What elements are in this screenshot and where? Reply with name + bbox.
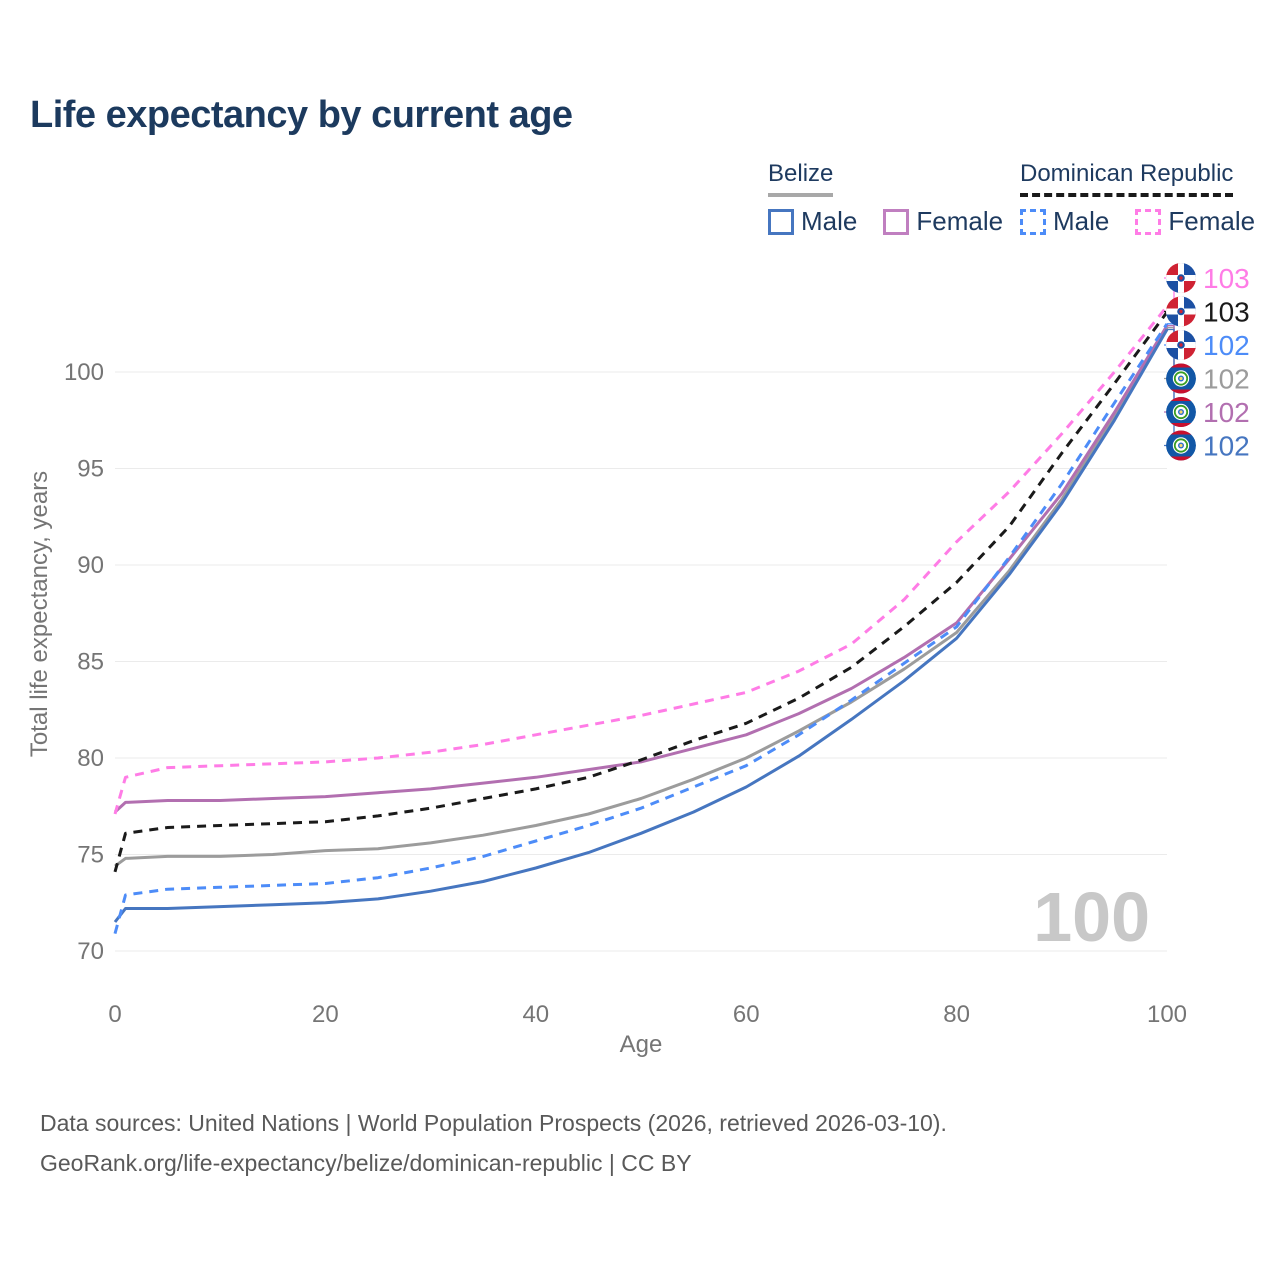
x-tick-label: 60: [733, 1001, 760, 1028]
belize-male-swatch-icon: [768, 208, 794, 235]
x-tick-label: 40: [522, 1001, 549, 1028]
dominican-republic-flag-icon: [1166, 263, 1196, 293]
belize-female-swatch-icon: [883, 208, 910, 235]
y-tick-label: 90: [77, 552, 104, 579]
y-tick-label: 85: [77, 649, 104, 676]
y-axis-title: Total life expectancy, years: [26, 471, 53, 757]
series-line-dr_female[interactable]: [113, 305, 1169, 815]
legend-item-dr-male[interactable]: Male: [1020, 206, 1109, 237]
series-line-bz_male[interactable]: [113, 328, 1169, 923]
legend-belize-header[interactable]: Belize: [768, 160, 834, 197]
legend-item-label: Male: [801, 206, 858, 236]
legend-dr-header[interactable]: Dominican Republic: [1020, 160, 1234, 197]
legend-item-dr-female[interactable]: Female: [1135, 206, 1255, 237]
page-title: Life expectancy by current age: [30, 94, 573, 136]
series-line-dr_both[interactable]: [113, 311, 1169, 873]
y-tick-label: 100: [64, 359, 104, 386]
dr-male-swatch-icon: [1020, 208, 1046, 235]
dr-female-swatch-icon: [1135, 208, 1162, 235]
dominican-republic-flag-icon: [1166, 296, 1196, 327]
legend-item-label: Male: [1053, 206, 1110, 236]
age-watermark: 100: [1033, 878, 1150, 956]
series-line-bz_female[interactable]: [113, 324, 1169, 814]
end-value-label-dr_female: 103: [1203, 263, 1250, 294]
end-value-label-bz_female: 102: [1203, 397, 1250, 428]
end-value-label-dr_both: 103: [1203, 297, 1250, 328]
series-line-bz_both[interactable]: [114, 326, 1169, 868]
x-tick-label: 80: [943, 1001, 970, 1028]
x-axis-title: Age: [620, 1031, 663, 1058]
belize-flag-icon: [1166, 397, 1196, 427]
x-tick-label: 20: [312, 1001, 339, 1028]
y-tick-label: 95: [77, 456, 104, 483]
legend-group-dominican-republic: Dominican Republic Male Female: [1020, 160, 1255, 237]
end-value-label-dr_male: 102: [1203, 330, 1250, 361]
legend-belize-items: Male Female: [768, 206, 1003, 237]
y-tick-label: 80: [77, 745, 104, 772]
legend-dr-items: Male Female: [1020, 206, 1255, 237]
x-tick-label: 0: [108, 1001, 121, 1028]
y-tick-label: 70: [77, 938, 104, 965]
footer: Data sources: United Nations | World Pop…: [40, 1103, 947, 1183]
end-value-label-bz_both: 102: [1203, 364, 1250, 395]
legend-item-belize-female[interactable]: Female: [883, 206, 1003, 237]
end-value-label-bz_male: 102: [1203, 431, 1250, 462]
legend-item-label: Female: [916, 206, 1004, 236]
footer-attribution: GeoRank.org/life-expectancy/belize/domin…: [40, 1150, 692, 1176]
x-tick-label: 100: [1147, 1001, 1187, 1028]
y-tick-label: 75: [77, 842, 104, 869]
legend-item-belize-male[interactable]: Male: [768, 206, 857, 237]
dominican-republic-flag-icon: [1166, 330, 1196, 360]
belize-flag-icon: [1166, 430, 1196, 461]
belize-flag-icon: [1166, 363, 1196, 394]
footer-data-sources: Data sources: United Nations | World Pop…: [40, 1110, 947, 1136]
legend-item-label: Female: [1168, 206, 1256, 236]
series-line-dr_male[interactable]: [113, 322, 1169, 934]
legend-group-belize: Belize Male Female: [768, 160, 1003, 237]
